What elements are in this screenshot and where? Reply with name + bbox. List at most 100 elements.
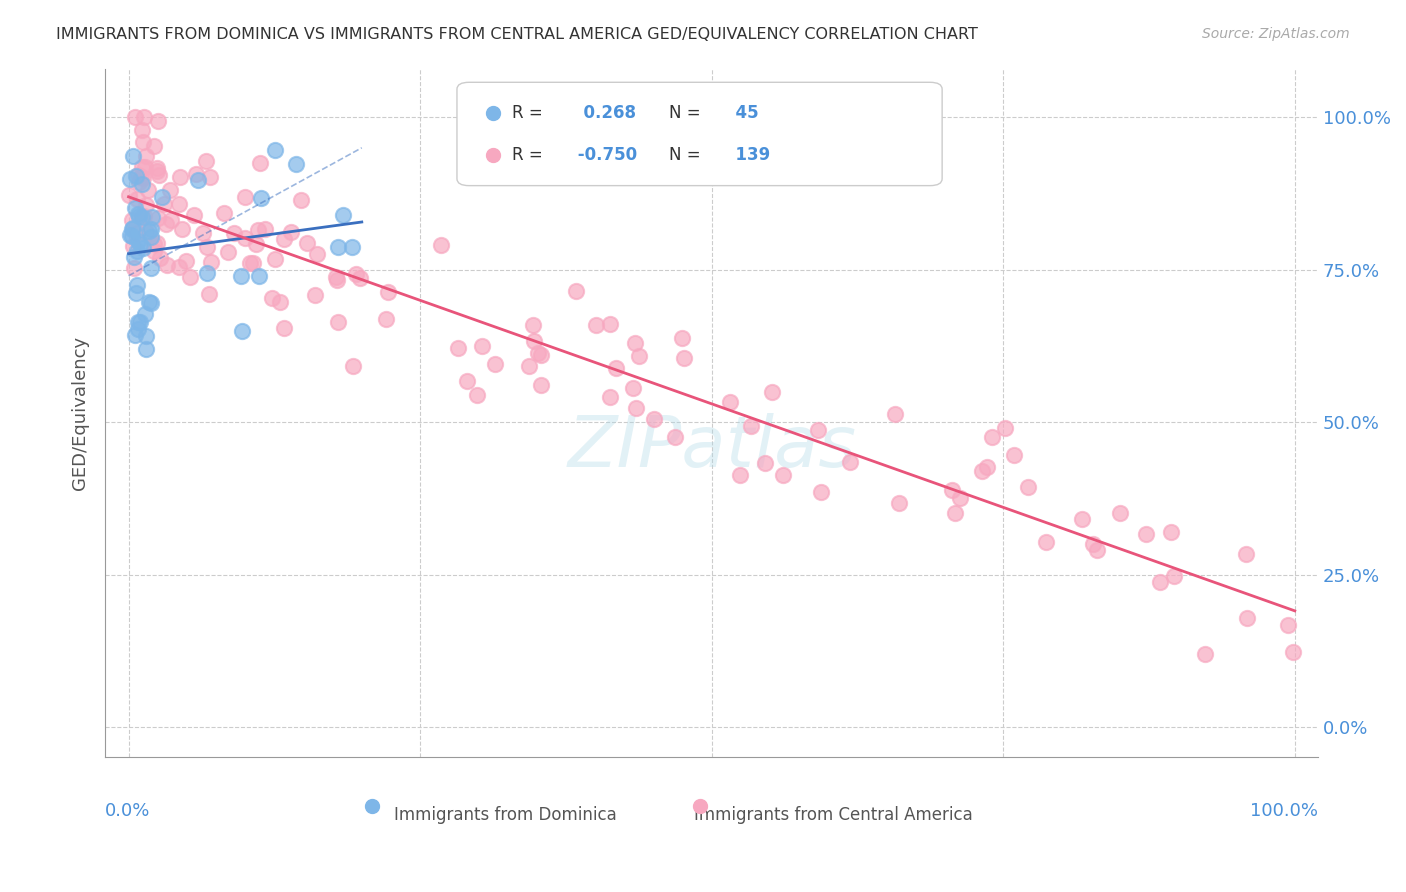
Point [231, 324, 253, 338]
Point [200, 255, 222, 269]
Point [730, 467, 752, 482]
Point [249, 156, 271, 170]
Text: R =: R = [512, 104, 543, 122]
Point [883, 408, 905, 422]
Point [129, 315, 152, 329]
Point [643, 411, 665, 425]
Point [195, 240, 218, 254]
Point [127, 206, 149, 220]
Point [187, 172, 209, 186]
Point [153, 196, 176, 211]
Point [184, 167, 207, 181]
Point [976, 460, 998, 475]
Point [194, 153, 217, 168]
Point [174, 254, 197, 268]
Point [1081, 537, 1104, 551]
Point [305, 246, 328, 260]
Point [134, 160, 156, 174]
Point [169, 170, 191, 185]
Point [179, 270, 201, 285]
Point [134, 307, 156, 321]
Point [624, 401, 647, 415]
Point [156, 258, 179, 272]
Point [523, 334, 546, 348]
Point [242, 255, 264, 269]
Point [1236, 611, 1258, 625]
Point [127, 322, 149, 336]
Point [262, 291, 284, 305]
Point [599, 390, 621, 404]
Text: -0.750: -0.750 [572, 145, 637, 163]
Point [332, 208, 354, 222]
Point [217, 244, 239, 259]
Point [456, 374, 478, 388]
Point [125, 285, 148, 300]
Point [129, 236, 152, 251]
Point [167, 196, 190, 211]
Point [122, 149, 145, 163]
Point [135, 149, 157, 163]
Point [149, 251, 172, 265]
Text: 0.0%: 0.0% [105, 802, 150, 820]
Point [233, 231, 256, 245]
Point [465, 388, 488, 402]
Point [122, 261, 145, 276]
Point [254, 221, 277, 235]
Point [325, 269, 347, 284]
Point [132, 170, 155, 185]
Point [142, 139, 165, 153]
Point [1071, 512, 1094, 526]
Point [1149, 575, 1171, 590]
Point [127, 244, 149, 258]
Point [159, 184, 181, 198]
Point [195, 266, 218, 280]
Point [484, 357, 506, 371]
Text: IMMIGRANTS FROM DOMINICA VS IMMIGRANTS FROM CENTRAL AMERICA GED/EQUIVALENCY CORR: IMMIGRANTS FROM DOMINICA VS IMMIGRANTS F… [56, 27, 979, 42]
Point [121, 229, 143, 244]
Point [127, 277, 149, 292]
Point [527, 346, 550, 360]
Point [981, 430, 1004, 444]
Point [139, 229, 162, 244]
Point [193, 226, 215, 240]
Point [131, 211, 153, 225]
Point [810, 485, 832, 500]
Point [141, 210, 163, 224]
Point [197, 286, 219, 301]
Y-axis label: GED/Equivalency: GED/Equivalency [72, 336, 89, 490]
Point [132, 210, 155, 224]
Point [1135, 527, 1157, 541]
Point [122, 238, 145, 252]
Point [143, 244, 166, 259]
Point [145, 161, 167, 175]
Point [250, 191, 273, 205]
Point [131, 123, 153, 137]
Point [447, 342, 470, 356]
Point [121, 221, 143, 235]
Point [471, 339, 494, 353]
Point [145, 164, 167, 178]
Point [565, 284, 588, 298]
Point [264, 252, 287, 267]
Point [117, 187, 139, 202]
Point [245, 237, 267, 252]
Point [1017, 480, 1039, 494]
Text: N =: N = [669, 145, 700, 163]
Point [141, 260, 163, 275]
Point [1035, 534, 1057, 549]
Point [198, 170, 221, 185]
Point [430, 238, 453, 252]
Point [627, 350, 650, 364]
Point [740, 419, 762, 434]
Point [160, 213, 183, 227]
Point [135, 343, 157, 357]
Point [132, 135, 155, 149]
Point [807, 423, 830, 437]
Point [1163, 568, 1185, 582]
Point [122, 221, 145, 235]
Point [150, 190, 173, 204]
Point [125, 169, 148, 183]
Point [222, 226, 245, 240]
Point [167, 260, 190, 274]
Point [304, 287, 326, 301]
